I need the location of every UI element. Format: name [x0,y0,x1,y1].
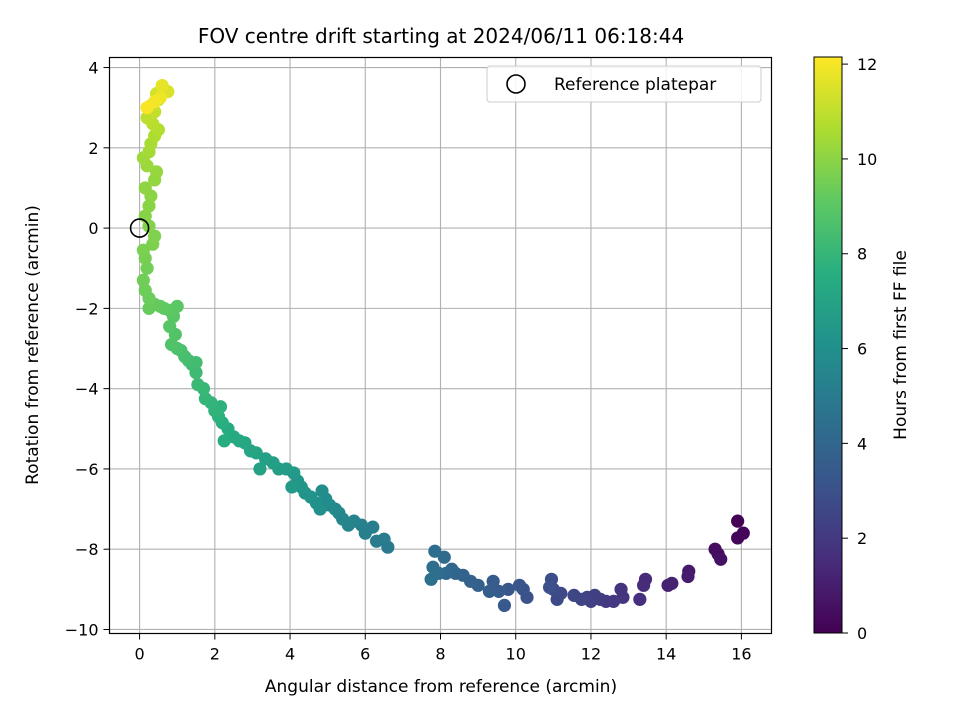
y-tick-label: −10 [65,620,99,639]
data-point [542,580,557,594]
colorbar-tick-label: 0 [857,624,867,643]
data-point [149,165,164,179]
data-point [512,578,527,592]
colorbar-ticks: 0 2 4 6 8 10 12 [842,55,877,643]
data-point [191,378,205,392]
data-point [217,434,231,448]
data-point [428,544,442,558]
colorbar-tick-label: 12 [857,55,877,74]
y-tick-label: −4 [75,380,99,399]
data-point [369,534,384,548]
data-point [142,199,156,213]
y-tick-label: 2 [88,139,98,158]
data-point [138,181,152,195]
data-point [637,578,651,592]
data-point [424,572,438,586]
data-points [136,78,750,613]
data-point [163,319,177,334]
y-tick-label: −6 [75,460,99,479]
colorbar-tick-label: 2 [857,529,867,548]
colorbar-label: Hours from first FF file [891,250,911,440]
x-tick-label: 0 [134,645,144,664]
x-tick-label: 10 [506,645,526,664]
colorbar-tick-label: 4 [857,434,867,453]
data-point [497,598,512,613]
legend-box [486,65,762,103]
data-point [155,78,169,93]
data-point [253,462,267,476]
x-tick-label: 6 [360,645,370,664]
data-point [164,337,179,352]
chart-title: FOV centre drift starting at 2024/06/11 … [198,24,684,48]
data-point [285,480,299,494]
grid-lines [109,57,772,634]
x-tick-label: 8 [435,645,445,664]
data-point [138,283,152,297]
data-point [482,584,496,598]
y-tick-label: 0 [88,219,98,238]
x-tick-label: 12 [581,645,601,664]
x-tick-label: 2 [210,645,220,664]
data-point [731,514,745,528]
x-tick-label: 4 [285,645,295,664]
data-point [315,484,329,498]
data-point [550,592,564,606]
colorbar-gradient [813,56,843,634]
y-tick-label: 4 [88,59,98,78]
y-axis-ticks: −10 −8 −6 −4 −2 0 2 4 [65,59,110,639]
legend-label: Reference platepar [554,75,716,95]
colorbar-tick-label: 6 [857,340,867,359]
data-point [148,229,162,243]
data-point [486,574,500,588]
data-point [633,592,647,606]
x-tick-label: 16 [731,645,751,664]
data-point [681,569,695,584]
colorbar-tick-label: 10 [857,150,877,169]
data-point [661,578,675,592]
data-point [136,273,150,287]
data-point [426,560,440,574]
data-point [731,531,745,545]
data-point [136,243,150,257]
x-tick-label: 14 [656,645,676,664]
x-axis-label: Angular distance from reference (arcmin) [265,677,617,697]
data-point [140,101,154,115]
data-point [198,392,213,406]
data-point [258,452,273,466]
colorbar: 0 2 4 6 8 10 12 Hours from first FF file [813,55,911,643]
x-axis-ticks: 0 2 4 6 8 10 12 14 16 [134,633,752,664]
data-point [492,584,506,598]
y-tick-label: −2 [75,299,99,318]
y-tick-label: −8 [75,540,99,559]
colorbar-tick-label: 8 [857,245,867,264]
data-point [140,261,154,275]
data-point [142,301,156,315]
data-point [567,588,581,602]
data-point [437,550,451,564]
legend-marker-icon [506,74,526,94]
data-point [714,552,728,566]
legend: Reference platepar [486,65,762,103]
y-axis-label: Rotation from reference (arcmin) [23,205,43,485]
reference-platepar-marker [129,218,150,238]
